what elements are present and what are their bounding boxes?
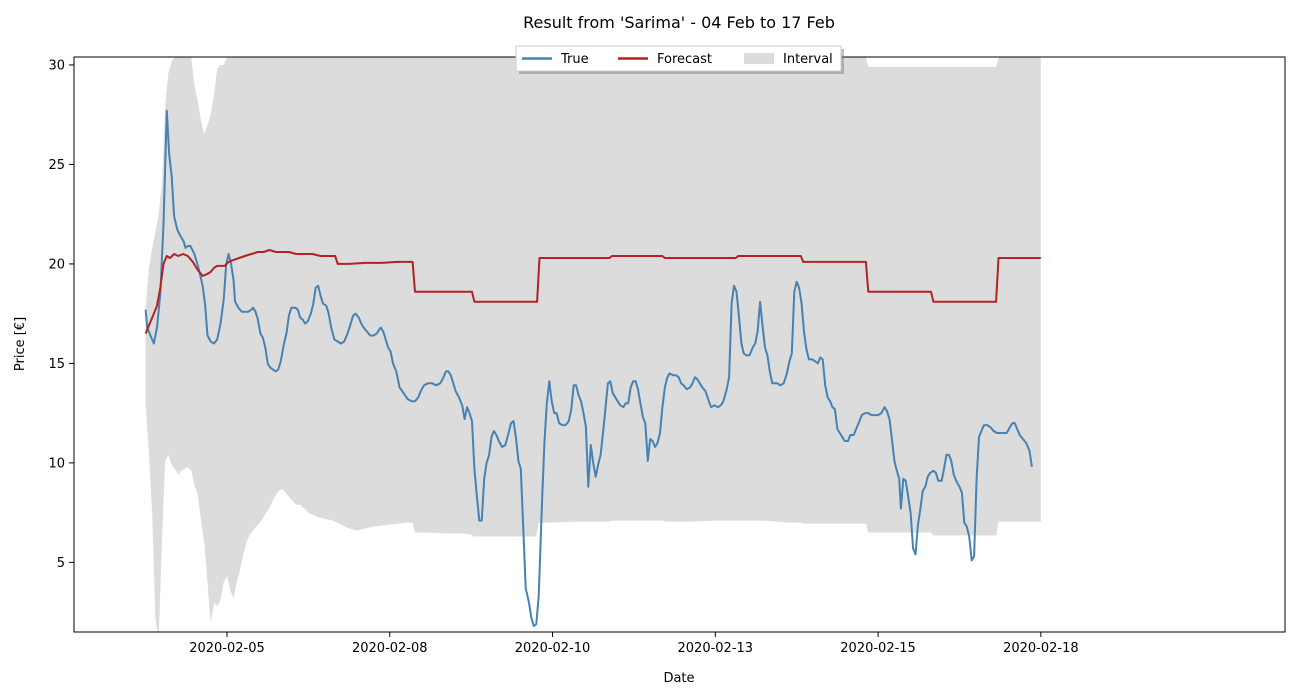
x-tick-label: 2020-02-10 bbox=[515, 641, 591, 656]
legend-box bbox=[515, 45, 842, 72]
series-lines-group bbox=[144, 109, 1041, 627]
y-tick-label: 10 bbox=[48, 456, 65, 471]
x-tick-label: 2020-02-13 bbox=[678, 641, 754, 656]
interval-band bbox=[145, 57, 1041, 632]
y-axis-ticks: 5 10 15 20 25 30 bbox=[48, 58, 74, 571]
plot-area bbox=[73, 56, 1286, 633]
interval-band-group bbox=[145, 57, 1041, 632]
x-tick-label: 2020-02-18 bbox=[1003, 641, 1079, 656]
legend: True Forecast Interval bbox=[515, 45, 844, 74]
y-axis-label: Price [€] bbox=[13, 317, 28, 371]
x-tick-label: 2020-02-08 bbox=[352, 641, 428, 656]
y-tick-label: 5 bbox=[57, 556, 65, 571]
y-tick-label: 30 bbox=[48, 58, 65, 73]
legend-label-true: True bbox=[560, 52, 589, 67]
x-axis-label: Date bbox=[663, 671, 694, 686]
x-tick-label: 2020-02-05 bbox=[189, 641, 265, 656]
chart-title: Result from 'Sarima' - 04 Feb to 17 Feb bbox=[523, 13, 835, 32]
y-tick-label: 20 bbox=[48, 257, 65, 272]
legend-label-interval: Interval bbox=[783, 52, 833, 67]
series-line-forecast bbox=[144, 249, 1041, 334]
legend-label-forecast: Forecast bbox=[657, 52, 712, 67]
y-tick-label: 15 bbox=[48, 357, 65, 372]
x-tick-label: 2020-02-15 bbox=[840, 641, 916, 656]
y-tick-label: 25 bbox=[48, 158, 65, 173]
x-axis-ticks: 2020-02-05 2020-02-08 2020-02-10 2020-02-13… bbox=[189, 632, 1079, 656]
legend-swatch-interval bbox=[744, 53, 774, 64]
series-line-true bbox=[144, 109, 1033, 627]
